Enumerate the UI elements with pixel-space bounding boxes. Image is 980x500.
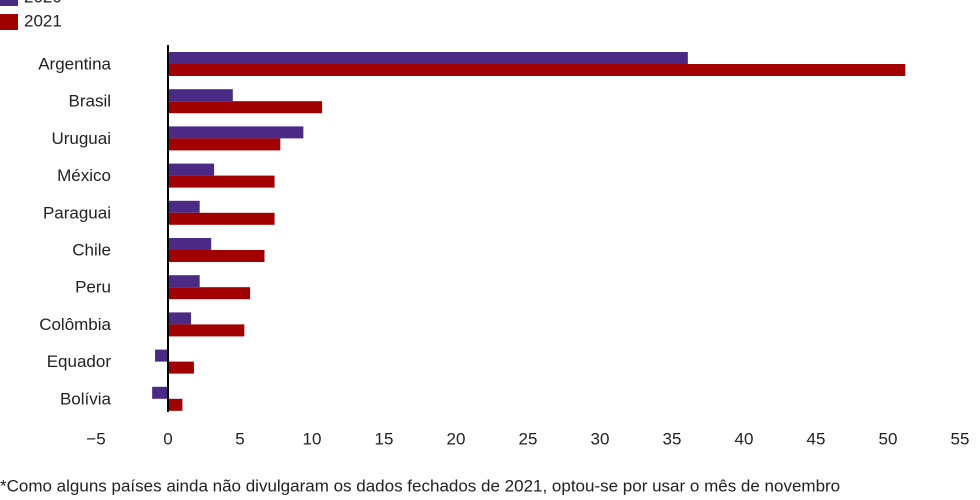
x-tick-label: 5 xyxy=(235,429,244,448)
x-tick-label: 15 xyxy=(375,429,394,448)
y-tick-label: Paraguai xyxy=(43,203,111,222)
bar xyxy=(168,212,275,225)
y-tick-label: México xyxy=(57,166,111,185)
bar xyxy=(155,349,168,362)
bar xyxy=(168,163,215,176)
bar xyxy=(168,324,245,337)
bar xyxy=(168,398,183,411)
y-tick-label: Argentina xyxy=(38,54,111,73)
bar xyxy=(168,361,194,374)
legend-swatch xyxy=(0,14,18,30)
x-tick-label: 0 xyxy=(163,429,172,448)
bar xyxy=(168,250,265,262)
y-tick-label: Uruguai xyxy=(51,129,111,148)
bar xyxy=(168,89,233,102)
legend-swatch xyxy=(0,0,18,6)
bar xyxy=(168,126,304,139)
bar xyxy=(168,200,200,213)
x-tick-label: 45 xyxy=(807,429,826,448)
bar xyxy=(152,386,168,399)
bar xyxy=(168,52,688,64)
x-tick-label: 25 xyxy=(519,429,538,448)
y-tick-label: Equador xyxy=(47,352,112,371)
x-tick-label: 30 xyxy=(591,429,610,448)
bar xyxy=(168,312,192,325)
x-tick-label: −5 xyxy=(86,429,105,448)
bar xyxy=(168,175,275,188)
bar xyxy=(168,238,212,250)
legend-label: 2021 xyxy=(24,11,62,30)
x-tick-label: 10 xyxy=(303,429,322,448)
footnote: *Como alguns países ainda não divulgaram… xyxy=(0,476,840,495)
x-tick-label: 55 xyxy=(951,429,970,448)
x-tick-label: 40 xyxy=(735,429,754,448)
y-tick-label: Peru xyxy=(75,278,111,297)
x-tick-label: 20 xyxy=(447,429,466,448)
bar xyxy=(168,101,323,114)
y-tick-label: Brasil xyxy=(68,92,111,111)
bar xyxy=(168,287,251,300)
bar xyxy=(168,64,906,76)
legend-label: 2020 xyxy=(24,0,62,6)
y-tick-label: Colômbia xyxy=(39,315,111,334)
y-tick-label: Chile xyxy=(72,240,111,259)
bar xyxy=(168,275,200,288)
x-tick-label: 35 xyxy=(663,429,682,448)
x-tick-label: 50 xyxy=(879,429,898,448)
y-tick-label: Bolívia xyxy=(60,389,112,408)
bar xyxy=(168,138,281,151)
